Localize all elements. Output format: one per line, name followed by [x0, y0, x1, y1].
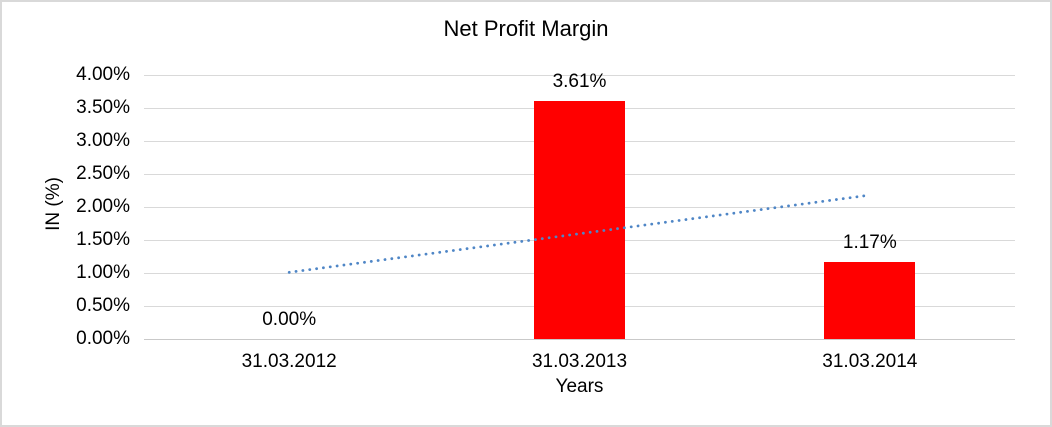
x-tick-label: 31.03.2014 — [822, 351, 918, 372]
y-tick-label: 2.00% — [76, 196, 130, 217]
y-tick-label: 3.00% — [76, 130, 130, 151]
trendline-path — [287, 193, 872, 274]
x-axis-line — [144, 338, 1015, 340]
x-tick-label: 31.03.2013 — [531, 351, 628, 372]
y-tick-label: 4.00% — [76, 64, 130, 85]
y-tick-label: 1.00% — [76, 262, 130, 283]
y-tick-label: 1.50% — [76, 229, 130, 250]
y-tick-label: 0.50% — [76, 295, 130, 316]
gridline — [144, 74, 1015, 76]
y-tick-label: 2.50% — [76, 163, 130, 184]
chart-title: Net Profit Margin — [443, 16, 609, 41]
x-tick-label: 31.03.2012 — [241, 351, 337, 372]
trendline — [287, 193, 872, 274]
data-label: 1.17% — [842, 231, 897, 253]
x-axis-title: Years — [555, 376, 604, 397]
bar — [824, 261, 916, 339]
y-tick-label: 0.00% — [76, 328, 130, 349]
data-label: 3.61% — [552, 70, 607, 92]
y-tick-label: 3.50% — [76, 97, 130, 118]
data-label: 0.00% — [262, 309, 317, 330]
bar — [534, 100, 625, 339]
